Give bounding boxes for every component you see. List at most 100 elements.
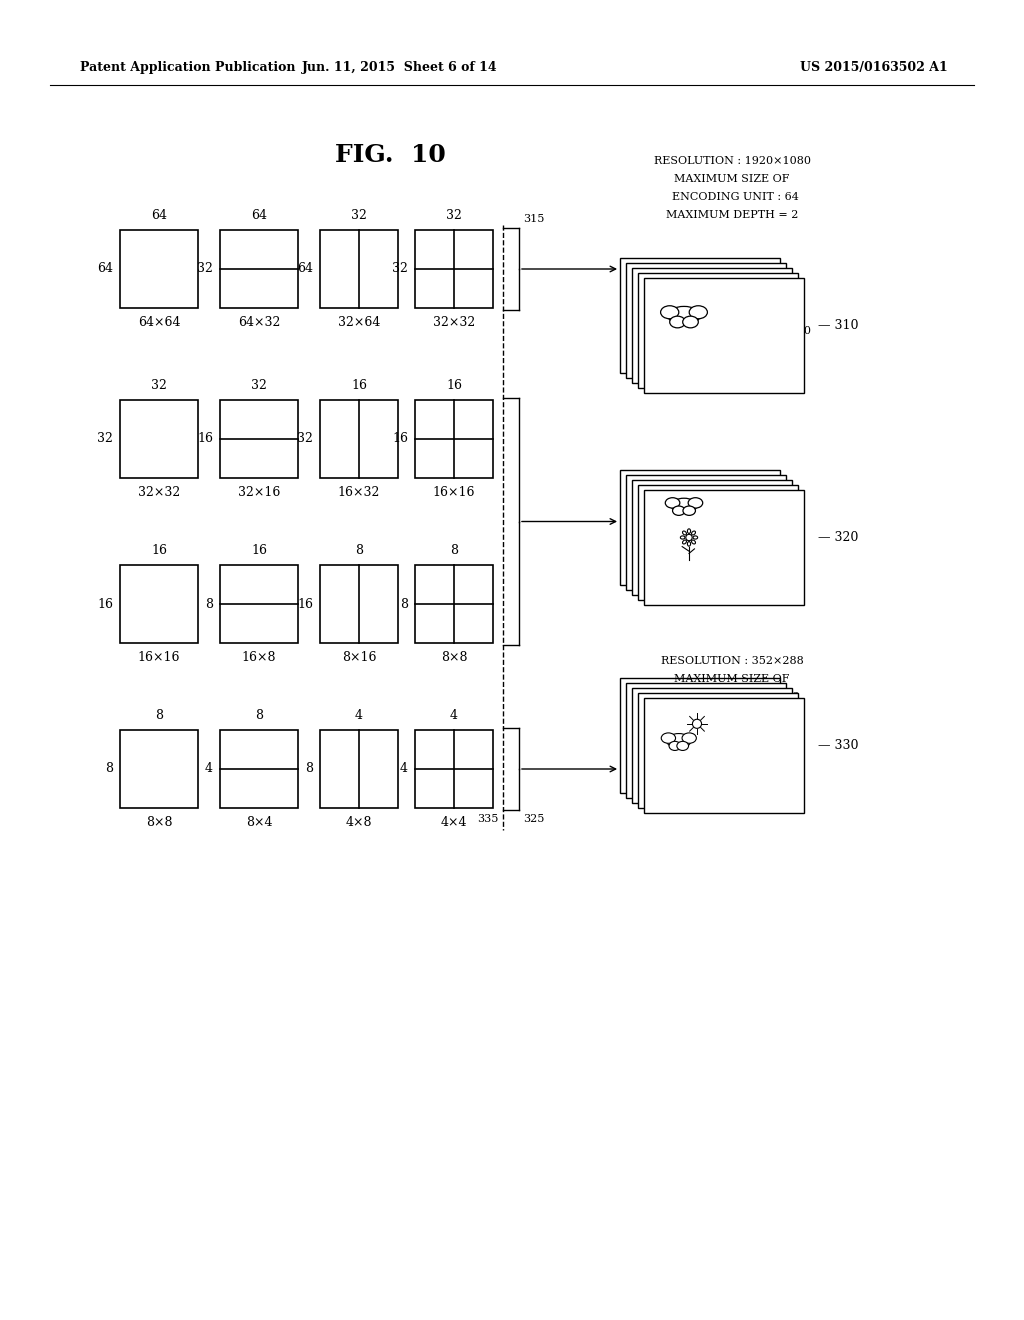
Ellipse shape: [670, 317, 685, 327]
Bar: [632, 480, 792, 595]
Text: 16×8: 16×8: [242, 651, 276, 664]
Text: 16: 16: [251, 544, 267, 557]
Text: FIG.  10: FIG. 10: [335, 143, 445, 168]
Bar: [319, 565, 398, 643]
Ellipse shape: [669, 742, 681, 751]
Text: 8×4: 8×4: [246, 816, 272, 829]
Bar: [632, 268, 792, 383]
Bar: [638, 693, 798, 808]
Bar: [220, 400, 298, 478]
Ellipse shape: [691, 540, 695, 544]
Text: ENCODING UNIT : 64: ENCODING UNIT : 64: [665, 191, 799, 202]
Text: 32: 32: [446, 209, 462, 222]
Text: 16: 16: [197, 433, 213, 446]
Text: 32: 32: [251, 379, 267, 392]
Ellipse shape: [683, 540, 686, 544]
Text: RESOLUTION : 352×288: RESOLUTION : 352×288: [660, 656, 804, 667]
Ellipse shape: [667, 734, 691, 748]
Ellipse shape: [689, 306, 708, 318]
Text: 8: 8: [400, 598, 408, 610]
Ellipse shape: [660, 306, 679, 318]
Bar: [638, 273, 798, 388]
Text: ENCODING UNIT : 64: ENCODING UNIT : 64: [665, 362, 799, 372]
Text: 8×8: 8×8: [145, 816, 172, 829]
Text: Jun. 11, 2015  Sheet 6 of 14: Jun. 11, 2015 Sheet 6 of 14: [302, 62, 498, 74]
Text: 32: 32: [152, 379, 167, 392]
Bar: [620, 678, 780, 793]
Bar: [620, 470, 780, 585]
Text: 4: 4: [355, 709, 362, 722]
Bar: [626, 263, 786, 378]
Text: 32: 32: [198, 263, 213, 276]
Bar: [644, 490, 804, 605]
Text: 64: 64: [151, 209, 167, 222]
Text: 16×16: 16×16: [433, 486, 475, 499]
Ellipse shape: [693, 536, 697, 539]
Ellipse shape: [682, 733, 696, 743]
Text: 16: 16: [446, 379, 462, 392]
Bar: [415, 565, 493, 643]
Bar: [220, 230, 298, 308]
Text: 32×32: 32×32: [138, 486, 180, 499]
Bar: [220, 730, 298, 808]
Text: 8×8: 8×8: [440, 651, 467, 664]
Text: 16: 16: [151, 544, 167, 557]
Text: 8: 8: [355, 544, 362, 557]
Text: 32: 32: [97, 433, 113, 446]
Text: — 310: — 310: [818, 319, 858, 333]
Text: US 2015/0163502 A1: US 2015/0163502 A1: [800, 62, 948, 74]
Circle shape: [686, 535, 692, 541]
Text: MAXIMUM DEPTH = 1: MAXIMUM DEPTH = 1: [666, 710, 798, 719]
Circle shape: [692, 719, 701, 729]
Text: 16×32: 16×32: [338, 486, 380, 499]
Ellipse shape: [677, 742, 688, 751]
Ellipse shape: [683, 531, 686, 535]
Bar: [638, 484, 798, 601]
Bar: [220, 565, 298, 643]
Bar: [415, 730, 493, 808]
Text: 4: 4: [400, 763, 408, 776]
Text: 16: 16: [97, 598, 113, 610]
Text: 64: 64: [297, 263, 313, 276]
Text: 16×16: 16×16: [138, 651, 180, 664]
Text: 64×64: 64×64: [138, 315, 180, 329]
Text: 335: 335: [477, 814, 499, 824]
Text: 16: 16: [297, 598, 313, 610]
Bar: [632, 688, 792, 803]
Text: 8: 8: [105, 763, 113, 776]
Ellipse shape: [662, 733, 676, 743]
Text: 32×64: 32×64: [338, 315, 380, 329]
Text: 8: 8: [255, 709, 263, 722]
Text: ENCODING UNIT : 16: ENCODING UNIT : 16: [665, 692, 799, 702]
Text: Patent Application Publication: Patent Application Publication: [80, 62, 296, 74]
Text: MAXIMUM SIZE OF: MAXIMUM SIZE OF: [674, 345, 790, 354]
Ellipse shape: [683, 317, 698, 327]
Bar: [644, 279, 804, 393]
Text: 4×8: 4×8: [346, 816, 373, 829]
Text: MAXIMUM SIZE OF: MAXIMUM SIZE OF: [674, 174, 790, 183]
Text: MAXIMUM DEPTH = 3: MAXIMUM DEPTH = 3: [666, 380, 798, 389]
Ellipse shape: [666, 498, 680, 508]
Ellipse shape: [683, 506, 695, 515]
Bar: [415, 230, 493, 308]
Text: 32: 32: [392, 263, 408, 276]
Bar: [626, 682, 786, 799]
Ellipse shape: [687, 541, 690, 546]
Text: 16: 16: [392, 433, 408, 446]
Bar: [120, 730, 198, 808]
Ellipse shape: [680, 536, 685, 539]
Ellipse shape: [671, 498, 697, 512]
Bar: [620, 257, 780, 374]
Bar: [319, 230, 398, 308]
Text: 8: 8: [155, 709, 163, 722]
Text: — 330: — 330: [818, 739, 858, 752]
Text: 4: 4: [450, 709, 458, 722]
Text: MAXIMUM SIZE OF: MAXIMUM SIZE OF: [674, 675, 790, 684]
Bar: [319, 730, 398, 808]
Ellipse shape: [673, 506, 685, 515]
Text: 8: 8: [450, 544, 458, 557]
Text: 8: 8: [205, 598, 213, 610]
Text: 8: 8: [305, 763, 313, 776]
Text: — 320: — 320: [818, 531, 858, 544]
Text: 4: 4: [205, 763, 213, 776]
